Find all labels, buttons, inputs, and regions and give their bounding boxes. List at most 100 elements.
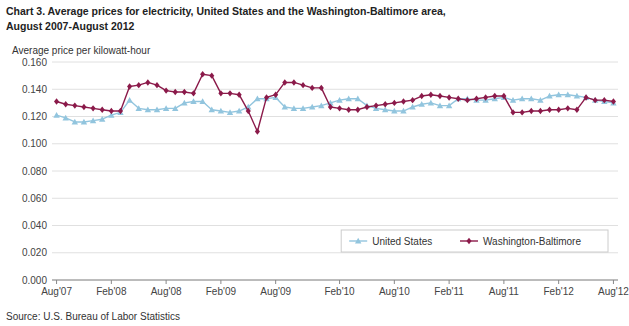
marker <box>236 108 242 114</box>
marker <box>537 97 543 103</box>
marker <box>291 79 296 85</box>
grid-line <box>52 89 618 90</box>
y-tick-label: 0.080 <box>22 166 47 177</box>
x-tick <box>558 280 559 284</box>
x-tick <box>394 280 395 284</box>
x-tick <box>503 280 504 284</box>
marker <box>501 93 506 99</box>
marker <box>200 71 205 77</box>
marker <box>209 106 215 112</box>
marker <box>53 112 59 118</box>
marker <box>519 96 525 102</box>
marker <box>172 105 178 111</box>
x-tick-label: Feb'12 <box>544 286 575 297</box>
marker <box>90 117 96 123</box>
marker <box>574 106 579 112</box>
marker <box>227 90 232 96</box>
marker <box>300 105 306 111</box>
x-tick-label: Aug'09 <box>260 286 291 297</box>
x-tick <box>111 280 112 284</box>
marker <box>355 238 361 244</box>
marker <box>163 105 169 111</box>
marker <box>181 100 187 106</box>
marker <box>136 105 142 111</box>
marker <box>409 104 415 110</box>
marker <box>565 92 571 98</box>
marker <box>593 97 598 103</box>
marker <box>374 102 379 108</box>
marker <box>182 89 187 95</box>
marker <box>383 101 388 107</box>
marker <box>62 115 68 121</box>
x-tick <box>220 280 221 284</box>
marker <box>466 238 471 244</box>
marker <box>318 102 324 108</box>
marker <box>63 101 68 107</box>
marker <box>419 101 425 107</box>
marker <box>437 93 442 99</box>
subtitle: August 2007-August 2012 <box>6 20 135 32</box>
marker <box>81 104 86 110</box>
x-tick-label: Feb'08 <box>96 286 127 297</box>
grid-line <box>52 116 618 117</box>
marker <box>346 106 351 112</box>
legend-label: Washington-Baltimore <box>483 236 581 247</box>
grid-line <box>52 225 618 226</box>
marker <box>145 106 151 112</box>
marker <box>483 94 488 100</box>
marker <box>547 106 552 112</box>
marker <box>538 108 543 114</box>
marker <box>227 109 233 115</box>
marker <box>355 96 361 102</box>
marker <box>410 97 415 103</box>
marker <box>173 89 178 95</box>
marker <box>465 97 470 103</box>
y-tick-label: 0.000 <box>22 275 47 286</box>
grid-line <box>52 280 618 281</box>
legend-box <box>341 230 608 252</box>
grid-line <box>52 198 618 199</box>
x-tick-label: Aug'11 <box>489 286 520 297</box>
marker <box>300 82 305 88</box>
source: Source: U.S. Bureau of Labor Statistics <box>6 311 180 322</box>
marker <box>264 94 269 100</box>
marker <box>428 92 433 98</box>
marker <box>237 92 242 98</box>
series <box>54 71 616 135</box>
x-tick-label: Aug'12 <box>598 286 629 297</box>
marker <box>492 93 497 99</box>
marker <box>100 106 105 112</box>
x-tick <box>449 280 450 284</box>
marker <box>336 97 342 103</box>
marker <box>154 106 160 112</box>
marker <box>520 109 525 115</box>
marker <box>455 96 461 102</box>
marker <box>556 106 561 112</box>
y-tick-label: 0.100 <box>22 138 47 149</box>
x-tick <box>56 280 57 284</box>
grid-line <box>52 62 618 63</box>
y-tick-label: 0.020 <box>22 247 47 258</box>
marker <box>446 102 452 108</box>
x-axis-line <box>52 280 618 281</box>
marker <box>209 72 214 78</box>
marker <box>592 97 598 103</box>
marker <box>145 79 150 85</box>
marker <box>72 119 78 125</box>
y-tick-label: 0.040 <box>22 220 47 231</box>
y-axis-label: Average price per kilowatt-hour <box>12 45 151 56</box>
x-tick-label: Feb'11 <box>434 286 464 297</box>
marker <box>546 93 552 99</box>
marker <box>510 109 515 115</box>
marker <box>118 108 123 114</box>
marker <box>401 98 406 104</box>
x-tick-label: Aug'10 <box>379 286 410 297</box>
marker <box>428 100 434 106</box>
marker <box>109 108 114 114</box>
marker <box>565 105 570 111</box>
x-tick <box>166 280 167 284</box>
marker <box>218 108 224 114</box>
marker <box>218 90 223 96</box>
x-tick-label: Aug'08 <box>151 286 182 297</box>
chart: Chart 3. Average prices for electricity,… <box>0 0 629 326</box>
